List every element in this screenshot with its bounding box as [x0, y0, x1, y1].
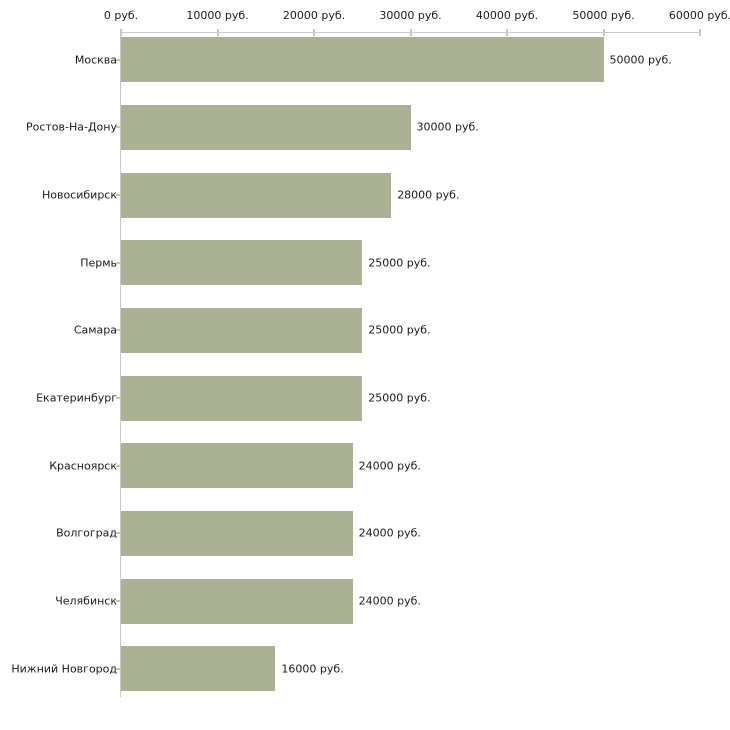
bar-9 — [121, 578, 353, 624]
x-axis-tick-label: 60000 руб. — [668, 9, 730, 22]
value-label: 16000 руб. — [281, 662, 344, 676]
bar-10 — [121, 646, 276, 692]
category-tick-mark — [116, 329, 121, 332]
y-axis-line — [120, 32, 121, 698]
x-axis-line — [120, 32, 701, 33]
value-label: 24000 руб. — [358, 459, 421, 473]
value-label: 30000 руб. — [416, 120, 479, 134]
category-label: Красноярск — [49, 459, 117, 473]
bar-8 — [121, 510, 353, 556]
category-tick-mark — [116, 397, 121, 400]
value-label: 24000 руб. — [358, 526, 421, 540]
value-label: 28000 руб. — [397, 188, 460, 202]
category-label: Нижний Новгород — [11, 662, 117, 676]
category-label: Екатеринбург — [36, 391, 117, 405]
bar-3 — [121, 172, 392, 218]
category-label: Самара — [73, 323, 117, 337]
x-axis-tick-label: 40000 руб. — [475, 9, 539, 22]
category-label: Москва — [74, 53, 117, 67]
category-label: Волгоград — [56, 526, 117, 540]
x-axis-tick-label: 30000 руб. — [379, 9, 442, 22]
category-tick-mark — [116, 464, 121, 467]
category-tick-mark — [116, 194, 121, 197]
category-label: Челябинск — [55, 594, 117, 608]
x-axis-tick-label: 50000 руб. — [572, 9, 635, 22]
category-tick-mark — [116, 261, 121, 264]
bar-5 — [121, 307, 363, 353]
category-tick-mark — [116, 126, 121, 129]
category-label: Пермь — [80, 256, 117, 270]
value-label: 24000 руб. — [358, 594, 421, 608]
value-label: 25000 руб. — [368, 323, 431, 337]
category-label: Новосибирск — [41, 188, 117, 202]
value-label: 25000 руб. — [368, 256, 431, 270]
category-label: Ростов-На-Дону — [25, 120, 117, 134]
category-tick-mark — [116, 58, 121, 61]
value-label: 25000 руб. — [368, 391, 431, 405]
category-tick-mark — [116, 667, 121, 670]
bar-2 — [121, 104, 411, 150]
category-tick-mark — [116, 532, 121, 535]
category-tick-mark — [116, 600, 121, 602]
value-label: 50000 руб. — [609, 53, 672, 67]
x-axis-tick-label: 0 руб. — [103, 9, 139, 22]
bar-1 — [121, 37, 604, 83]
bar-4 — [121, 240, 363, 286]
x-axis-tick-label: 10000 руб. — [186, 9, 249, 22]
bar-7 — [121, 443, 353, 489]
bar-6 — [121, 375, 363, 421]
x-axis-tick-label: 20000 руб. — [282, 9, 346, 22]
